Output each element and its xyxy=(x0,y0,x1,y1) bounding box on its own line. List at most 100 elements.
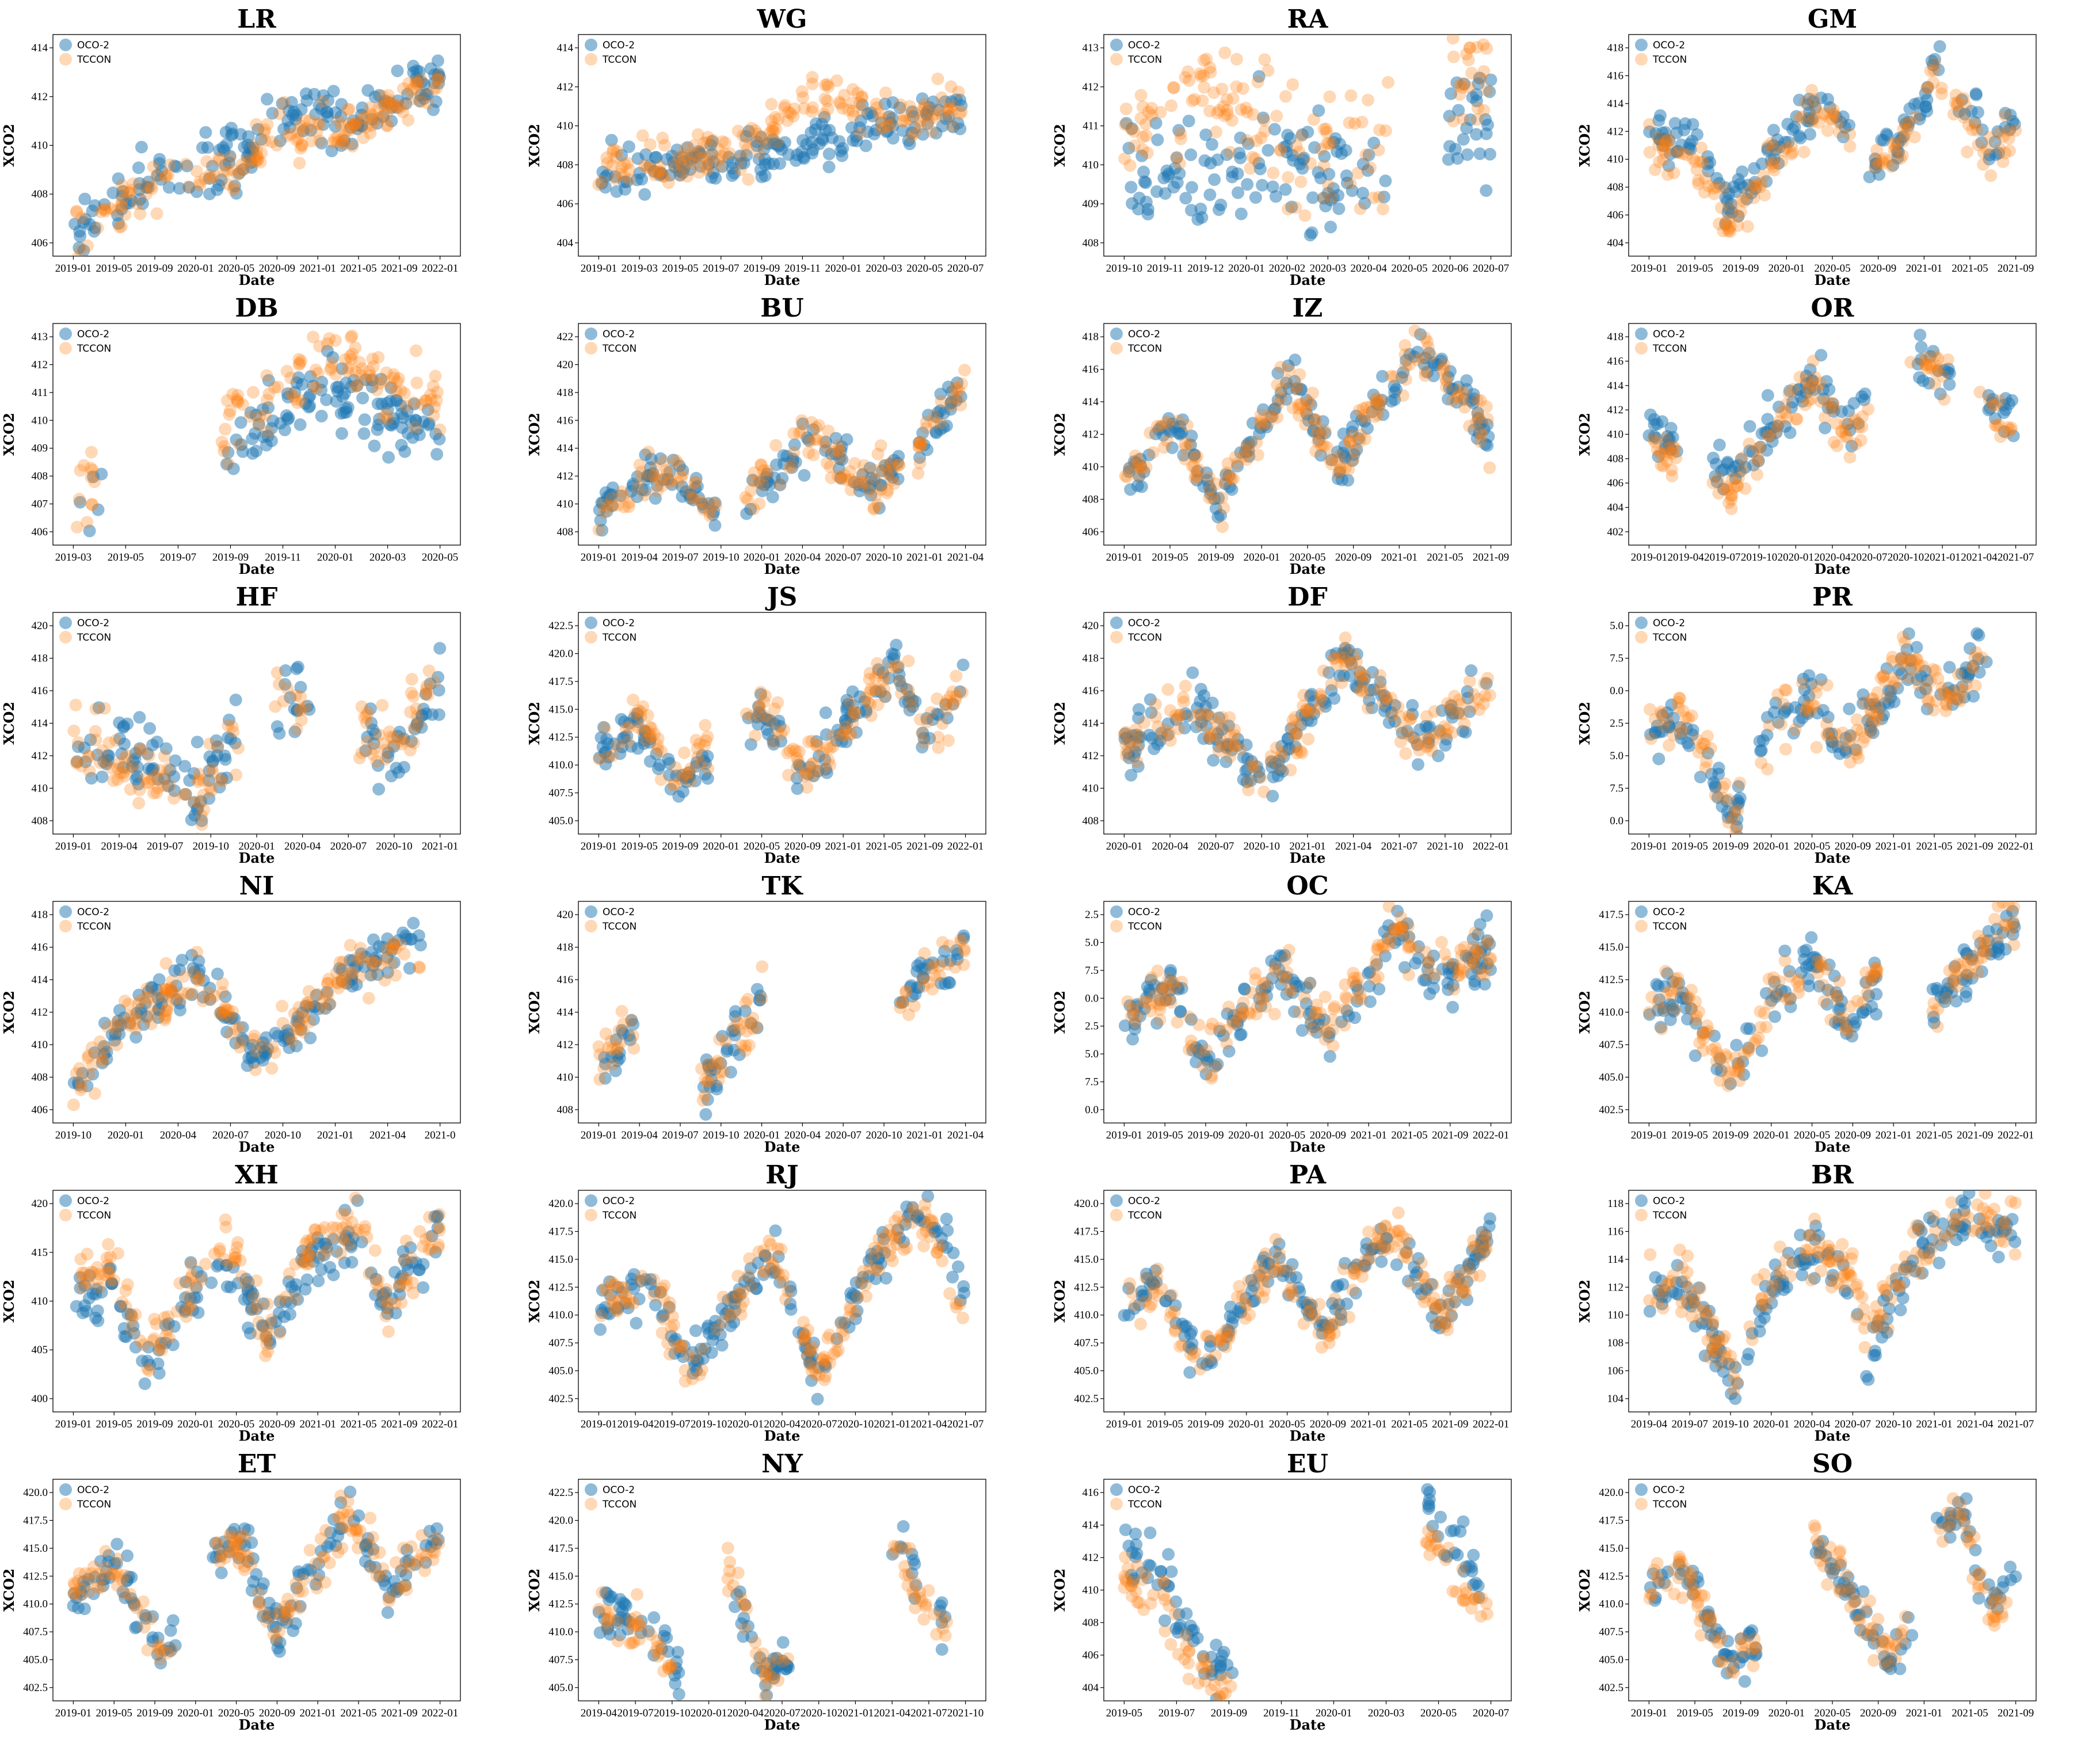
data-point xyxy=(289,393,302,406)
data-point xyxy=(689,475,702,489)
data-point xyxy=(1138,175,1151,188)
data-point xyxy=(1793,93,1806,106)
data-point xyxy=(1748,162,1761,175)
data-point xyxy=(409,414,422,427)
data-point xyxy=(913,436,927,449)
data-point xyxy=(903,100,916,113)
data-point xyxy=(784,107,797,120)
data-point xyxy=(1998,425,2011,438)
data-point xyxy=(767,121,780,134)
data-point xyxy=(122,997,135,1011)
data-point xyxy=(1929,349,1942,363)
data-point xyxy=(795,85,809,98)
data-point xyxy=(1317,123,1331,136)
data-point xyxy=(250,143,263,157)
y-tick-label: 412 xyxy=(557,81,574,93)
data-point xyxy=(623,496,636,509)
data-point xyxy=(159,957,173,970)
data-point xyxy=(74,496,87,509)
data-point xyxy=(801,780,813,794)
x-tick-label: 2021-01 xyxy=(300,262,336,275)
data-point xyxy=(115,193,128,207)
data-point xyxy=(1929,57,1942,70)
data-point xyxy=(1815,92,1828,105)
legend-label: TCCON xyxy=(77,632,111,644)
data-point xyxy=(244,406,257,419)
y-tick-label: 413 xyxy=(32,331,48,343)
data-point xyxy=(872,501,886,515)
data-point xyxy=(253,410,266,423)
data-point xyxy=(747,502,760,516)
data-point xyxy=(935,394,948,408)
y-tick-label: 407 xyxy=(32,498,48,511)
data-point xyxy=(1984,169,1998,182)
data-point xyxy=(407,916,420,930)
data-point xyxy=(952,85,965,98)
data-point xyxy=(1438,357,1451,371)
data-point xyxy=(1218,46,1232,59)
data-point xyxy=(299,87,312,100)
data-point xyxy=(1843,140,1857,153)
data-point xyxy=(1231,459,1244,473)
legend-marker xyxy=(585,920,597,932)
data-point xyxy=(1185,429,1198,443)
data-point xyxy=(420,679,433,692)
y-tick-label: 405.0 xyxy=(548,815,573,827)
data-point xyxy=(1179,437,1192,451)
data-point xyxy=(1647,432,1660,446)
data-point xyxy=(1170,151,1183,164)
data-point xyxy=(1201,707,1214,721)
legend-label: OCO-2 xyxy=(1653,329,1685,340)
x-tick-label: 2021-09 xyxy=(381,262,417,275)
data-point xyxy=(1360,401,1373,414)
data-point xyxy=(1193,67,1206,80)
data-point xyxy=(740,130,753,143)
data-point xyxy=(1768,163,1781,177)
x-axis-label: Date xyxy=(1815,850,1851,866)
x-tick-label: 2021-05 xyxy=(1916,840,1952,852)
data-point xyxy=(280,130,294,143)
data-point xyxy=(1221,457,1234,470)
data-point xyxy=(783,462,796,474)
data-point xyxy=(1949,96,1962,109)
data-point xyxy=(1443,381,1456,394)
data-point xyxy=(134,207,147,220)
data-point xyxy=(377,109,390,122)
x-tick-label: 2020-01 xyxy=(1228,262,1264,275)
data-point xyxy=(427,83,440,96)
y-tick-label: 410 xyxy=(1607,429,1624,441)
data-point xyxy=(1266,180,1279,193)
x-tick-label: 2021-07 xyxy=(1998,551,2034,563)
data-point xyxy=(1981,143,1994,156)
data-point xyxy=(1467,688,1480,701)
x-tick-label: 2020-10 xyxy=(376,840,412,852)
data-point xyxy=(1798,398,1812,412)
data-point xyxy=(386,101,399,115)
data-point xyxy=(338,137,351,150)
data-point xyxy=(1463,420,1476,433)
x-axis-label: Date xyxy=(1815,561,1851,577)
data-point xyxy=(1480,42,1493,55)
data-point xyxy=(795,425,808,438)
y-tick-label: 416 xyxy=(1083,685,1099,697)
x-tick-label: 2019-05 xyxy=(96,262,132,275)
x-tick-label: 2020-05 xyxy=(906,262,943,275)
data-point xyxy=(102,736,116,749)
data-point xyxy=(847,109,860,123)
data-point xyxy=(650,151,663,164)
data-point xyxy=(1431,726,1444,739)
data-point xyxy=(432,77,445,90)
data-point xyxy=(96,1052,109,1065)
data-point xyxy=(893,458,906,471)
legend-label: TCCON xyxy=(1127,632,1162,644)
data-point xyxy=(302,985,315,998)
data-point xyxy=(1899,651,1912,664)
data-point xyxy=(69,698,82,711)
data-point xyxy=(1299,403,1312,417)
data-point xyxy=(921,105,935,118)
data-point xyxy=(1817,108,1831,121)
data-point xyxy=(295,138,308,151)
data-point xyxy=(701,157,714,169)
data-point xyxy=(676,467,689,481)
data-point xyxy=(1314,143,1328,156)
